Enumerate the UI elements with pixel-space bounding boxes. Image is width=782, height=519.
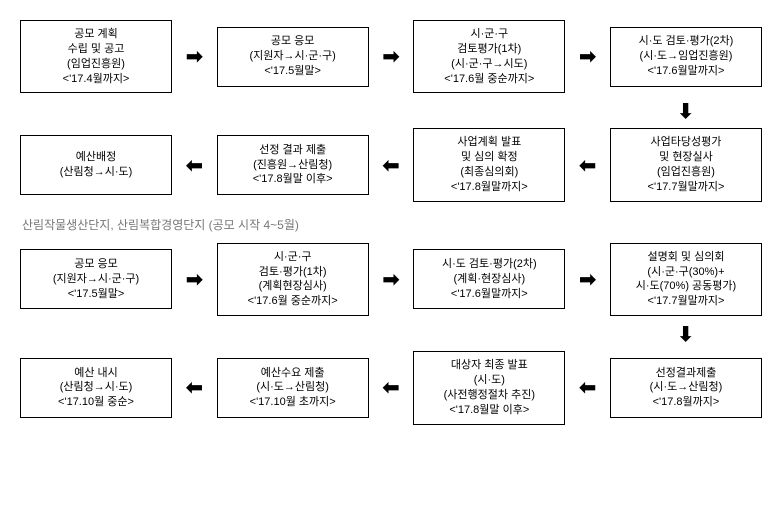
flow-row: 공모 계획수립 및 공고(임업진흥원)<'17.4월까지> ➡ 공모 응모(지원자→… [20, 20, 762, 93]
arrow-left: ⬅ [575, 375, 601, 400]
arrow-right: ➡ [181, 44, 207, 69]
arrow-left: ⬅ [378, 375, 404, 400]
box-plan-announce: 공모 계획수립 및 공고(임업진흥원)<'17.4월까지> [20, 20, 172, 93]
arrow-down: ⬇ [20, 322, 762, 347]
flow-row: 공모 응모(지원자→시·군·구)<'17.5월말> ➡ 시·군·구검토·평가(1차)… [20, 243, 762, 316]
flowchart-root: 공모 계획수립 및 공고(임업진흥원)<'17.4월까지>➡공모 응모(지원자→… [20, 20, 762, 425]
flow-row: 예산 내시(산림청→시·도)<'17.10월 중순> ⬅ 예산수요 제출(시·도→산… [20, 351, 762, 424]
arrow-right: ➡ [575, 267, 601, 292]
arrow-right: ➡ [181, 267, 207, 292]
box-budget-alloc: 예산배정(산림청→시·도) [20, 135, 172, 195]
box-sido-review-2: 시·도 검토·평가(2차)(시·도→임업진흥원)<'17.6월말까지> [610, 27, 762, 87]
box-selection-submit: 선정 결과 제출(진흥원→산림청)<'17.8월말 이후> [217, 135, 369, 195]
box-budget-send: 예산 내시(산림청→시·도)<'17.10월 중순> [20, 358, 172, 418]
box-apply-1: 공모 응모(지원자→시·군·구)<'17.5월말> [217, 27, 369, 87]
box-project-plan-announce: 사업계획 발표및 심의 확정(최종심의회)<'17.8월말까지> [413, 128, 565, 201]
arrow-left: ⬅ [378, 153, 404, 178]
box-apply-2: 공모 응모(지원자→시·군·구)<'17.5월말> [20, 249, 172, 309]
box-briefing-council: 설명회 및 심의회(시·군·구(30%)+시·도(70%) 공동평가)<'17.… [610, 243, 762, 316]
box-sgg-review-1: 시·군·구검토평가(1차)(시·군·구→시도)<'17.6월 중순까지> [413, 20, 565, 93]
box-sido-review-2b: 시·도 검토·평가(2차)(계획·현장심사)<'17.6월말까지> [413, 249, 565, 309]
arrow-right: ➡ [575, 44, 601, 69]
box-final-announce: 대상자 최종 발표(시·도)(사전행정절차 추진)<'17.8월말 이후> [413, 351, 565, 424]
arrow-left: ⬅ [575, 153, 601, 178]
flow-row: 예산배정(산림청→시·도) ⬅ 선정 결과 제출(진흥원→산림청)<'17.8월말 … [20, 128, 762, 201]
box-selection-submit-2: 선정결과제출(시·도→산림청)<'17.8월까지> [610, 358, 762, 418]
arrow-right: ➡ [378, 267, 404, 292]
box-sgg-review-1b: 시·군·구검토·평가(1차)(계획현장심사)<'17.6월 중순까지> [217, 243, 369, 316]
box-feasibility-site: 사업타당성평가및 현장실사(임업진흥원)<'17.7월말까지> [610, 128, 762, 201]
arrow-left: ⬅ [181, 375, 207, 400]
arrow-left: ⬅ [181, 153, 207, 178]
arrow-right: ➡ [378, 44, 404, 69]
box-budget-demand-submit: 예산수요 제출(시·도→산림청)<'17.10월 초까지> [217, 358, 369, 418]
arrow-down: ⬇ [20, 99, 762, 124]
section-label: 산림작물생산단지, 산림복합경영단지 (공모 시작 4~5월) [22, 216, 762, 233]
